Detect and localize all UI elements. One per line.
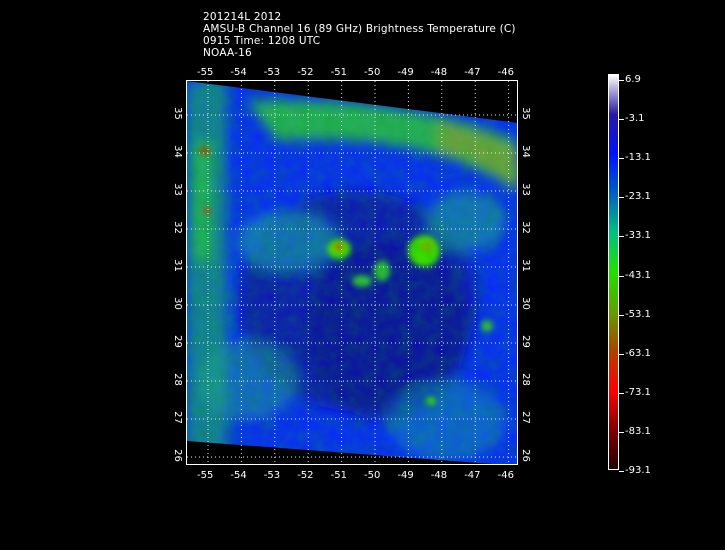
longitude-tick-label: -48 (430, 67, 448, 78)
latitude-tick-label: 32 (171, 221, 183, 234)
colorbar-tick (619, 236, 624, 238)
longitude-tick-label: -50 (364, 470, 381, 481)
latitude-tick-label: 28 (519, 373, 531, 386)
latitude-tick-label: 29 (171, 335, 183, 348)
longitude-tick-label: -53 (263, 67, 281, 78)
brightness-temperature-map (186, 80, 518, 465)
colorbar-tick (619, 275, 624, 277)
colorbar-tick (619, 197, 624, 199)
latitude-tick-label: 29 (519, 335, 531, 348)
colorbar-label: -23.1 (625, 191, 651, 203)
latitude-tick-label: 27 (519, 411, 531, 424)
longitude-tick-label: -54 (230, 470, 247, 481)
longitude-tick-label: -50 (364, 67, 381, 78)
latitude-tick-label: 26 (171, 449, 183, 462)
latitude-tick-label: 28 (171, 373, 183, 386)
latitude-tick-label: 27 (171, 411, 183, 424)
longitude-tick-label: -46 (497, 67, 514, 78)
longitude-tick-label: -53 (263, 470, 281, 481)
longitude-tick-label: -51 (330, 67, 347, 78)
product-title: AMSU-B Channel 16 (89 GHz) Brightness Te… (203, 23, 516, 35)
colorbar-tick (619, 314, 624, 316)
colorbar-tick (619, 119, 624, 121)
longitude-tick-label: -47 (464, 67, 481, 78)
longitude-tick-label: -54 (230, 67, 247, 78)
latitude-tick-label: 33 (519, 183, 531, 196)
colorbar-label: -83.1 (625, 425, 651, 437)
longitude-tick-label: -51 (330, 470, 347, 481)
latitude-tick-label: 34 (519, 145, 531, 158)
latitude-tick-label: 34 (171, 145, 183, 158)
colorbar-label: -33.1 (625, 230, 651, 242)
colorbar-tick (619, 353, 624, 355)
image-header: 201214L 2012 AMSU-B Channel 16 (89 GHz) … (203, 11, 516, 59)
satellite-name: NOAA-16 (203, 47, 252, 59)
longitude-tick-label: -52 (297, 470, 314, 481)
colorbar-tick (619, 471, 624, 472)
longitude-tick-label: -55 (197, 470, 214, 481)
colorbar-tick (619, 392, 624, 394)
colorbar-label: -93.1 (625, 465, 651, 476)
colorbar-tick (619, 158, 624, 160)
colorbar-label: -3.1 (625, 113, 645, 125)
latitude-tick-label: 32 (519, 221, 531, 234)
latitude-tick-label: 33 (171, 183, 183, 196)
latitude-tick-label: 30 (519, 297, 531, 310)
colorbar-label: -43.1 (625, 269, 651, 281)
colorbar-label: -63.1 (625, 347, 651, 359)
colorbar-label: -73.1 (625, 386, 651, 398)
latitude-tick-label: 26 (519, 449, 531, 462)
longitude-tick-label: -55 (197, 67, 214, 78)
colorbar (608, 74, 619, 470)
longitude-tick-label: -52 (297, 67, 314, 78)
longitude-tick-label: -47 (464, 470, 481, 481)
colorbar-tick (619, 80, 624, 81)
latitude-tick-label: 31 (171, 259, 183, 272)
longitude-tick-label: -49 (397, 470, 414, 481)
latitude-tick-label: 31 (519, 259, 531, 272)
colorbar-tick (619, 431, 624, 433)
latitude-tick-label: 30 (171, 297, 183, 310)
time-info: 0915 Time: 1208 UTC (203, 35, 321, 47)
latitude-tick-label: 35 (519, 107, 531, 120)
storm-id: 201214L 2012 (203, 11, 282, 23)
colorbar-gradient (609, 75, 618, 469)
colorbar-label: 6.9 (625, 74, 641, 85)
colorbar-label: -53.1 (625, 308, 651, 320)
satellite-swath-image (187, 81, 517, 464)
longitude-tick-label: -49 (397, 67, 414, 78)
longitude-tick-label: -46 (497, 470, 514, 481)
colorbar-label: -13.1 (625, 152, 651, 164)
longitude-tick-label: -48 (430, 470, 448, 481)
latitude-tick-label: 35 (171, 107, 183, 120)
